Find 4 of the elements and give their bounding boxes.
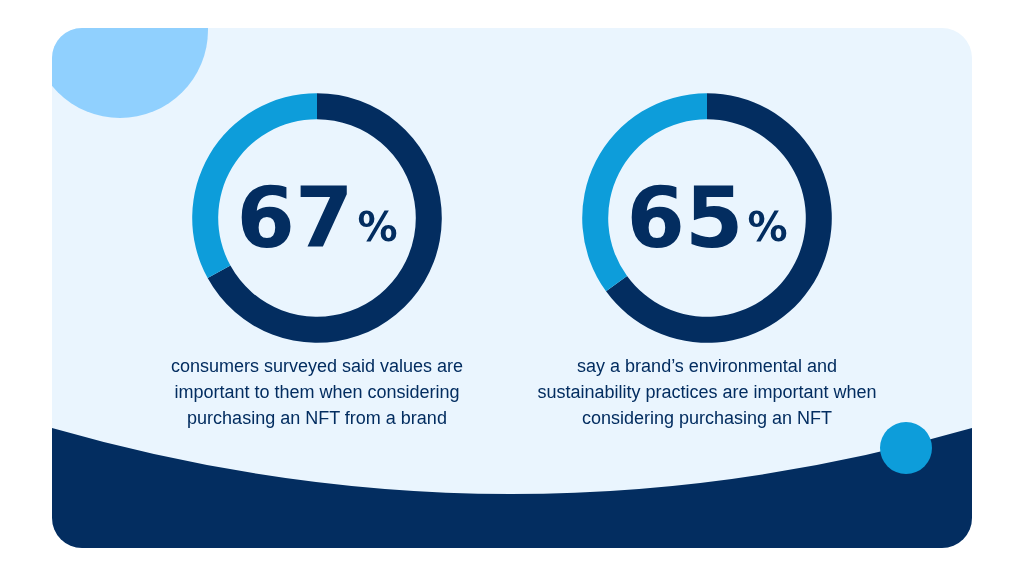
text: consumers surveyed said values are important to them when considering purchasing an NFT from a brand — [169, 355, 465, 430]
text: 65% — [626, 169, 788, 267]
text: say a brand’s environmental and sustainability practices are important when considering purchasing an NFT — [537, 355, 877, 430]
text: 67% — [236, 169, 398, 267]
